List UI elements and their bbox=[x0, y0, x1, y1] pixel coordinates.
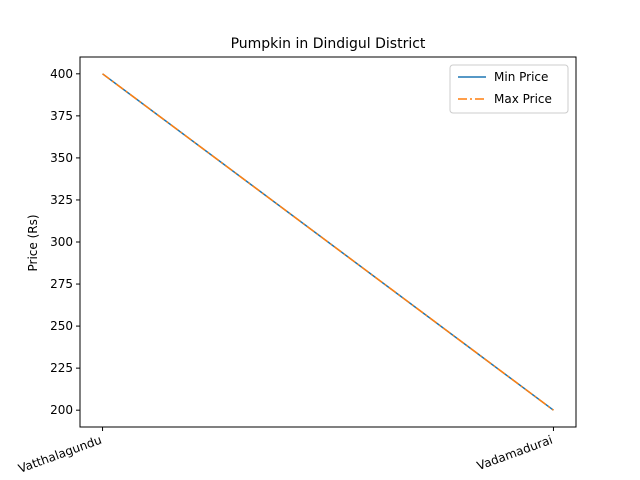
y-tick-label: 275 bbox=[50, 277, 73, 291]
series-line-2 bbox=[102, 73, 554, 411]
y-tick-label: 300 bbox=[50, 235, 73, 249]
y-tick-label: 400 bbox=[50, 67, 73, 81]
y-tick-label: 350 bbox=[50, 151, 73, 165]
legend-label-2: Max Price bbox=[494, 92, 552, 106]
y-axis-label: Price (Rs) bbox=[26, 214, 40, 271]
y-tick-label: 325 bbox=[50, 193, 73, 207]
legend: Min Price Max Price bbox=[449, 64, 569, 114]
y-tick-label: 250 bbox=[50, 319, 73, 333]
y-tick-label: 225 bbox=[50, 361, 73, 375]
plot-frame bbox=[79, 56, 577, 428]
legend-label-1: Min Price bbox=[494, 70, 548, 84]
y-tick-label: 200 bbox=[50, 403, 73, 417]
chart-title: Pumpkin in Dindigul District bbox=[231, 36, 426, 52]
y-tick-label: 375 bbox=[50, 109, 73, 123]
